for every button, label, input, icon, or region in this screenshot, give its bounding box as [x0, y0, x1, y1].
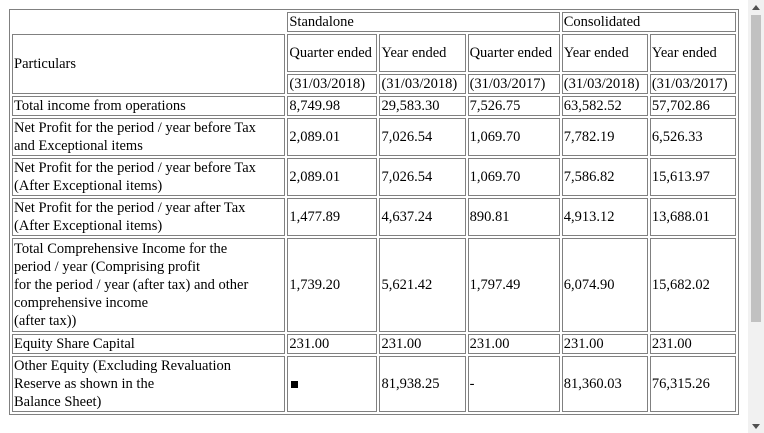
row-label-line: for the period / year (after tax) and ot…	[14, 277, 249, 293]
blank-cell	[12, 12, 285, 32]
col-header: Year ended	[649, 34, 736, 72]
value-cell: 57,702.86	[649, 96, 736, 116]
value-cell: 2,089.01	[287, 118, 378, 156]
header-row-groups: Standalone Consolidated	[12, 12, 736, 32]
row-label-line: Net Profit for the period / year after T…	[14, 200, 246, 216]
value-cell: 231.00	[379, 334, 466, 354]
scrollbar-thumb[interactable]	[751, 15, 761, 322]
row-label: Total Comprehensive Income for the period…	[12, 238, 286, 332]
value-cell: 231.00	[561, 334, 648, 354]
col-header: Year ended	[561, 34, 648, 72]
value-cell: 2,089.01	[287, 158, 378, 196]
value-cell: 13,688.01	[649, 198, 736, 236]
value-cell: 4,637.24	[379, 198, 466, 236]
financial-results-table: Standalone Consolidated Particulars Quar…	[9, 9, 739, 415]
value-cell: 81,360.03	[561, 356, 648, 412]
value-cell	[287, 356, 378, 412]
value-cell: 1,477.89	[287, 198, 378, 236]
value-cell: 15,613.97	[649, 158, 736, 196]
table-row: Net Profit for the period / year before …	[12, 118, 736, 156]
value-cell: -	[467, 356, 560, 412]
value-cell: 1,739.20	[287, 238, 378, 332]
value-cell: 7,026.54	[379, 158, 466, 196]
row-label: Net Profit for the period / year before …	[12, 118, 286, 156]
standalone-header: Standalone	[287, 12, 560, 32]
value-cell: 1,797.49	[467, 238, 560, 332]
row-label-line: (After Exceptional items)	[14, 218, 163, 234]
value-cell: 231.00	[467, 334, 560, 354]
row-label-line: Net Profit for the period / year before …	[14, 120, 256, 136]
table-body: Total income from operations 8,749.98 29,5…	[12, 96, 736, 412]
row-label-line: Equity Share Capital	[14, 336, 135, 352]
scroll-down-arrow-icon[interactable]	[748, 419, 764, 433]
table-row: Total income from operations 8,749.98 29,5…	[12, 96, 736, 116]
table-row: Net Profit for the period / year before …	[12, 158, 736, 196]
value-cell: 890.81	[467, 198, 560, 236]
value-cell: 1,069.70	[467, 118, 560, 156]
value-cell: 7,026.54	[379, 118, 466, 156]
row-label-line: Other Equity (Excluding Revaluation	[14, 358, 232, 374]
row-label-line: Balance Sheet)	[14, 394, 102, 410]
vertical-scrollbar[interactable]	[748, 0, 764, 433]
row-label: Net Profit for the period / year before …	[12, 158, 286, 196]
value-cell: 1,069.70	[467, 158, 560, 196]
row-label: Equity Share Capital	[12, 334, 286, 354]
row-label-line: and Exceptional items	[14, 138, 143, 154]
value-cell: 63,582.52	[561, 96, 648, 116]
value-cell: 6,526.33	[649, 118, 736, 156]
table-row: Equity Share Capital 231.00 231.00 231.00 23…	[12, 334, 736, 354]
value-cell: 7,782.19	[561, 118, 648, 156]
consolidated-header: Consolidated	[561, 12, 736, 32]
value-cell: 29,583.30	[379, 96, 466, 116]
date-cell: (31/03/2018)	[561, 74, 648, 94]
date-cell: (31/03/2017)	[649, 74, 736, 94]
date-cell: (31/03/2017)	[467, 74, 560, 94]
value-cell: 4,913.12	[561, 198, 648, 236]
header-row-periods: Particulars Quarter ended Year ended Qua…	[12, 34, 736, 94]
row-label: Total income from operations	[12, 96, 286, 116]
value-cell: 76,315.26	[649, 356, 736, 412]
particulars-header: Particulars	[12, 34, 286, 94]
value-cell: 231.00	[649, 334, 736, 354]
value-cell: 8,749.98	[287, 96, 378, 116]
table-row: Net Profit for the period / year after T…	[12, 198, 736, 236]
value-cell: 81,938.25	[379, 356, 466, 412]
row-label: Net Profit for the period / year after T…	[12, 198, 286, 236]
row-label-line: Total Comprehensive Income for the	[14, 241, 228, 257]
row-label-line: (after tax))	[14, 313, 77, 329]
date-cell: (31/03/2018)	[379, 74, 466, 94]
row-label-line: Total income from operations	[14, 98, 186, 114]
value-cell: 6,074.90	[561, 238, 648, 332]
row-label-line: (After Exceptional items)	[14, 178, 163, 194]
document-viewport: Standalone Consolidated Particulars Quar…	[9, 9, 739, 415]
col-header: Quarter ended	[287, 34, 378, 72]
table-row: Other Equity (Excluding Revaluation Reser…	[12, 356, 736, 412]
col-header: Year ended	[379, 34, 466, 72]
value-cell: 231.00	[287, 334, 378, 354]
row-label-line: Net Profit for the period / year before …	[14, 160, 256, 176]
value-cell: 5,621.42	[379, 238, 466, 332]
date-cell: (31/03/2018)	[287, 74, 378, 94]
value-cell: 15,682.02	[649, 238, 736, 332]
value-cell: 7,586.82	[561, 158, 648, 196]
row-label: Other Equity (Excluding Revaluation Reser…	[12, 356, 286, 412]
value-cell: 7,526.75	[467, 96, 560, 116]
scroll-up-arrow-icon[interactable]	[748, 0, 764, 14]
black-square-icon	[291, 381, 299, 389]
row-label-line: Reserve as shown in the	[14, 376, 155, 392]
row-label-line: comprehensive income	[14, 295, 149, 311]
col-header: Quarter ended	[467, 34, 560, 72]
header-row-dates: (31/03/2018) (31/03/2018) (31/03/2017) (…	[12, 74, 736, 94]
table-row: Total Comprehensive Income for the period…	[12, 238, 736, 332]
row-label-line: period / year (Comprising profit	[14, 259, 201, 275]
